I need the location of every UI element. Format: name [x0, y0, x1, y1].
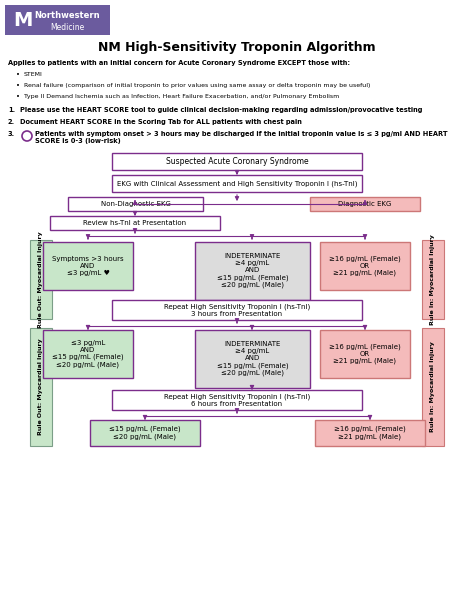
Text: 1.: 1.	[8, 107, 15, 113]
FancyBboxPatch shape	[43, 242, 133, 290]
FancyBboxPatch shape	[315, 420, 425, 446]
Text: Rule Out: Myocardial Injury: Rule Out: Myocardial Injury	[38, 231, 44, 328]
Text: Rule In: Myocardial Injury: Rule In: Myocardial Injury	[430, 234, 436, 325]
Text: ≥16 pg/mL (Female)
OR
≥21 pg/mL (Male): ≥16 pg/mL (Female) OR ≥21 pg/mL (Male)	[329, 256, 401, 276]
FancyBboxPatch shape	[30, 328, 52, 446]
FancyBboxPatch shape	[50, 216, 220, 230]
Text: ≤3 pg/mL
AND
≤15 pg/mL (Female)
≤20 pg/mL (Male): ≤3 pg/mL AND ≤15 pg/mL (Female) ≤20 pg/m…	[52, 340, 124, 368]
Text: 3.: 3.	[8, 131, 15, 137]
Text: Symptoms >3 hours
AND
≤3 pg/mL ♥: Symptoms >3 hours AND ≤3 pg/mL ♥	[52, 256, 124, 276]
Text: M: M	[13, 10, 33, 29]
Text: Type II Demand Ischemia such as Infection, Heart Failure Exacerbation, and/or Pu: Type II Demand Ischemia such as Infectio…	[24, 94, 339, 99]
FancyBboxPatch shape	[5, 5, 110, 35]
FancyBboxPatch shape	[112, 175, 362, 192]
FancyBboxPatch shape	[320, 330, 410, 378]
FancyBboxPatch shape	[112, 153, 362, 170]
Text: Suspected Acute Coronary Syndrome: Suspected Acute Coronary Syndrome	[166, 157, 308, 166]
FancyBboxPatch shape	[43, 330, 133, 378]
Text: Repeat High Sensitivity Troponin I (hs-TnI)
3 hours from Presentation: Repeat High Sensitivity Troponin I (hs-T…	[164, 303, 310, 317]
Text: ≥16 pg/mL (Female)
≥21 pg/mL (Male): ≥16 pg/mL (Female) ≥21 pg/mL (Male)	[334, 426, 406, 440]
Text: EKG with Clinical Assessment and High Sensitivity Troponin I (hs-TnI): EKG with Clinical Assessment and High Se…	[117, 180, 357, 187]
Text: Renal failure (comparison of initial troponin to prior values using same assay o: Renal failure (comparison of initial tro…	[24, 83, 370, 88]
Text: NM High-Sensitivity Troponin Algorithm: NM High-Sensitivity Troponin Algorithm	[98, 42, 376, 55]
FancyBboxPatch shape	[112, 390, 362, 410]
Text: Diagnostic EKG: Diagnostic EKG	[338, 201, 392, 207]
FancyBboxPatch shape	[310, 197, 420, 211]
FancyBboxPatch shape	[195, 330, 310, 388]
Text: Rule In: Myocardial Injury: Rule In: Myocardial Injury	[430, 341, 436, 432]
Text: STEMI: STEMI	[24, 72, 43, 77]
Text: ≥16 pg/mL (Female)
OR
≥21 pg/mL (Male): ≥16 pg/mL (Female) OR ≥21 pg/mL (Male)	[329, 343, 401, 365]
Text: Northwestern: Northwestern	[34, 10, 100, 20]
Text: Document HEART SCORE in the Scoring Tab for ALL patients with chest pain: Document HEART SCORE in the Scoring Tab …	[20, 119, 302, 125]
Text: Non-Diagnostic EKG: Non-Diagnostic EKG	[100, 201, 171, 207]
Text: INDETERMINATE
≥4 pg/mL
AND
≤15 pg/mL (Female)
≤20 pg/mL (Male): INDETERMINATE ≥4 pg/mL AND ≤15 pg/mL (Fe…	[217, 341, 288, 376]
FancyBboxPatch shape	[422, 240, 444, 319]
Text: Medicine: Medicine	[50, 23, 84, 31]
FancyBboxPatch shape	[68, 197, 203, 211]
Text: Applies to patients with an initial concern for Acute Coronary Syndrome EXCEPT t: Applies to patients with an initial conc…	[8, 60, 350, 66]
Text: •: •	[16, 83, 20, 89]
Text: Rule Out: Myocardial Injury: Rule Out: Myocardial Injury	[38, 338, 44, 435]
Text: Review hs-TnI at Presentation: Review hs-TnI at Presentation	[83, 220, 187, 226]
Text: INDETERMINATE
≥4 pg/mL
AND
≤15 pg/mL (Female)
≤20 pg/mL (Male): INDETERMINATE ≥4 pg/mL AND ≤15 pg/mL (Fe…	[217, 254, 288, 289]
FancyBboxPatch shape	[30, 240, 52, 319]
Text: •: •	[16, 72, 20, 78]
Text: Repeat High Sensitivity Troponin I (hs-TnI)
6 hours from Presentation: Repeat High Sensitivity Troponin I (hs-T…	[164, 394, 310, 407]
FancyBboxPatch shape	[90, 420, 200, 446]
FancyBboxPatch shape	[422, 328, 444, 446]
Text: 2.: 2.	[8, 119, 15, 125]
Text: ≤15 pg/mL (Female)
≤20 pg/mL (Male): ≤15 pg/mL (Female) ≤20 pg/mL (Male)	[109, 426, 181, 440]
Text: •: •	[16, 94, 20, 100]
Text: Please use the HEART SCORE tool to guide clinical decision-making regarding admi: Please use the HEART SCORE tool to guide…	[20, 107, 422, 113]
FancyBboxPatch shape	[112, 300, 362, 320]
FancyBboxPatch shape	[195, 242, 310, 300]
FancyBboxPatch shape	[320, 242, 410, 290]
Text: Patients with symptom onset > 3 hours may be discharged if the initial troponin : Patients with symptom onset > 3 hours ma…	[35, 131, 447, 144]
